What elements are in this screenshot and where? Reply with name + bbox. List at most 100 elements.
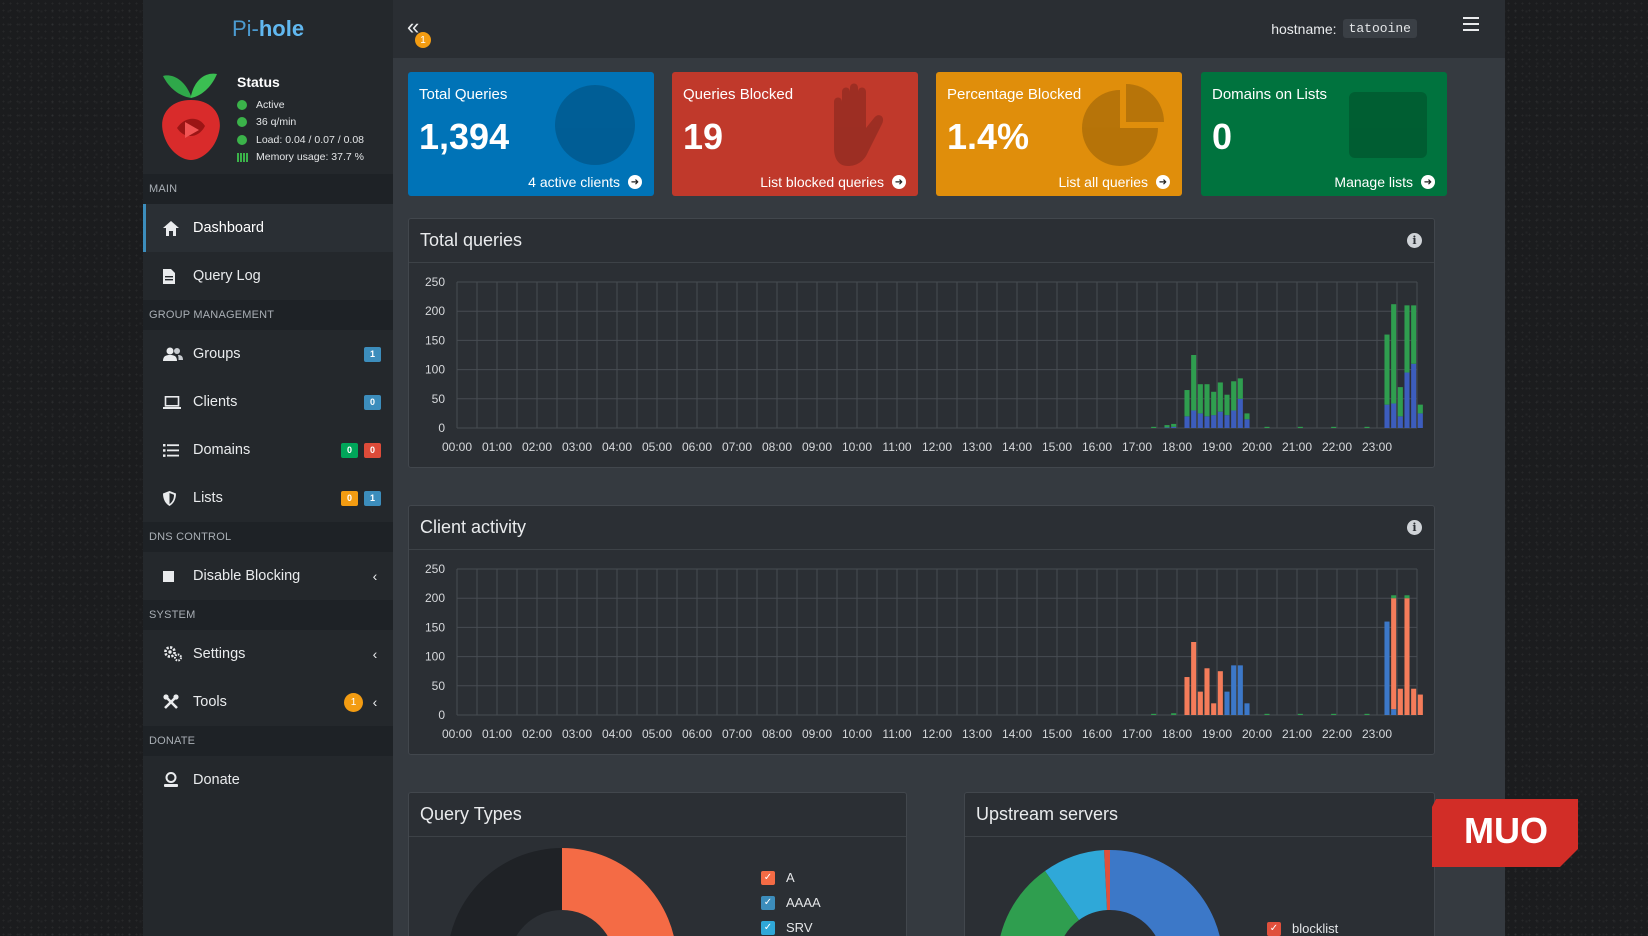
stat-value: 1,394: [419, 116, 510, 157]
bar-permitted: [1204, 384, 1210, 417]
sidebar-item-label: Domains: [193, 442, 251, 458]
bar-blocked: [1184, 416, 1190, 428]
list-alt-icon: [1349, 92, 1427, 158]
sidebar-item-clients[interactable]: Clients 0: [143, 378, 393, 426]
x-tick-label: 07:00: [722, 727, 752, 741]
x-tick-label: 18:00: [1162, 727, 1192, 741]
upstream-servers-panel: Upstream servers ✓ blocklist: [964, 792, 1435, 936]
x-tick-label: 18:00: [1162, 440, 1192, 454]
pie-slice-a: [562, 848, 674, 936]
x-tick-label: 21:00: [1282, 440, 1312, 454]
client-activity-chart: 0 50 100 150 200 250 00:00 01:00 02:00 03:00 04:00…: [425, 562, 1423, 741]
bar-c: [1404, 595, 1410, 599]
sidebar-item-label: Query Log: [193, 268, 261, 284]
x-tick-label: 16:00: [1082, 727, 1112, 741]
x-tick-label: 22:00: [1322, 727, 1352, 741]
bar-blocked: [1191, 410, 1197, 428]
sidebar-item-label: Groups: [193, 346, 241, 362]
legend-item-aaaa[interactable]: ✓ AAAA: [761, 890, 821, 915]
x-tick-label: 09:00: [802, 727, 832, 741]
section-dns-control: DNS CONTROL: [143, 522, 393, 552]
x-tick-label: 21:00: [1282, 727, 1312, 741]
sidebar-item-disable-blocking[interactable]: Disable Blocking ‹: [143, 552, 393, 600]
pie-slice-green: [1000, 871, 1079, 936]
legend-item-srv[interactable]: ✓ SRV: [761, 915, 821, 936]
sidebar-item-lists[interactable]: Lists 0 1: [143, 474, 393, 522]
x-tick-label: 08:00: [762, 727, 792, 741]
total-queries-panel: Total queries i 0 50 100 150 200 250 00:00 01:0…: [408, 218, 1435, 468]
bar-blocked: [1417, 413, 1423, 428]
hamburger-menu-icon[interactable]: [1463, 17, 1479, 35]
tools-icon: [163, 694, 193, 710]
sidebar-item-label: Donate: [193, 772, 240, 788]
chevron-left-icon: ‹: [372, 568, 378, 584]
info-icon[interactable]: i: [1407, 520, 1422, 535]
bar-permitted: [1331, 426, 1337, 428]
muo-watermark-logo: MUO: [1432, 799, 1578, 867]
bar-a: [1411, 688, 1417, 715]
y-tick-label: 50: [432, 392, 446, 406]
sidebar-item-label: Lists: [193, 490, 223, 506]
y-tick-label: 0: [438, 708, 445, 722]
bar-a: [1184, 677, 1190, 715]
active-clients-link[interactable]: 4 active clients ➜: [528, 174, 642, 190]
arrow-right-icon: ➜: [1156, 175, 1170, 189]
x-tick-label: 03:00: [562, 440, 592, 454]
logo[interactable]: Pi-hole: [143, 0, 393, 58]
upstream-legend: ✓ blocklist: [1267, 916, 1338, 936]
bar-permitted: [1164, 425, 1170, 428]
bar-permitted: [1364, 426, 1370, 428]
sidebar-item-domains[interactable]: Domains 0 0: [143, 426, 393, 474]
x-tick-label: 15:00: [1042, 440, 1072, 454]
sidebar-item-tools[interactable]: Tools 1 ‹: [143, 678, 393, 726]
stat-value: 1.4%: [947, 116, 1030, 157]
x-tick-label: 12:00: [922, 727, 952, 741]
bar-permitted: [1297, 426, 1303, 428]
bar-a: [1211, 703, 1217, 715]
pie-slice-cyan: [1045, 850, 1107, 920]
y-tick-label: 0: [438, 421, 445, 435]
all-queries-link[interactable]: List all queries ➜: [1059, 174, 1170, 190]
legend-item-a[interactable]: ✓ A: [761, 865, 821, 890]
blocked-queries-link[interactable]: List blocked queries ➜: [760, 174, 906, 190]
x-tick-label: 00:00: [442, 727, 472, 741]
total-queries-chart: 0 50 100 150 200 250 00:00 01:00 02:00 03:00 04:00…: [425, 275, 1423, 454]
bar-blocked: [1244, 419, 1250, 428]
bar-a: [1204, 668, 1210, 715]
stat-domains-on-lists: Domains on Lists 0 Manage lists ➜: [1201, 72, 1447, 196]
sidebar-item-settings[interactable]: Settings ‹: [143, 630, 393, 678]
bar-blocked: [1217, 411, 1223, 428]
bar-b: [1224, 691, 1230, 715]
y-tick-label: 100: [425, 363, 445, 377]
x-tick-label: 06:00: [682, 727, 712, 741]
clients-count-badge: 0: [364, 394, 381, 410]
x-tick-label: 14:00: [1002, 727, 1032, 741]
info-icon[interactable]: i: [1407, 233, 1422, 248]
manage-lists-link[interactable]: Manage lists ➜: [1334, 174, 1435, 190]
stop-icon: [163, 570, 193, 582]
x-tick-label: 04:00: [602, 727, 632, 741]
hand-icon: [834, 83, 884, 166]
sidebar-item-donate[interactable]: Donate: [143, 756, 393, 804]
sidebar-item-label: Clients: [193, 394, 238, 410]
bar-permitted: [1197, 384, 1203, 414]
groups-count-badge: 1: [364, 346, 381, 362]
users-icon: [163, 347, 193, 361]
bar-permitted: [1391, 304, 1397, 404]
sidebar-item-query-log[interactable]: Query Log: [143, 252, 393, 300]
status-state: Active: [237, 96, 364, 114]
bar-permitted: [1397, 387, 1403, 417]
x-tick-label: 13:00: [962, 440, 992, 454]
bar-blocked: [1211, 415, 1217, 428]
sidebar-toggle-button[interactable]: «: [407, 14, 420, 39]
stat-percentage-blocked: Percentage Blocked 1.4% List all queries…: [936, 72, 1182, 196]
legend-item-blocklist[interactable]: ✓ blocklist: [1267, 916, 1338, 936]
stat-title: Total Queries: [419, 86, 508, 103]
bar-permitted: [1171, 423, 1177, 427]
sidebar-item-dashboard[interactable]: Dashboard: [143, 204, 393, 252]
checkbox-icon: ✓: [761, 870, 775, 885]
sidebar-item-groups[interactable]: Groups 1: [143, 330, 393, 378]
arrow-right-icon: ➜: [628, 175, 642, 189]
x-tick-label: 09:00: [802, 440, 832, 454]
bar-c: [1364, 713, 1370, 715]
